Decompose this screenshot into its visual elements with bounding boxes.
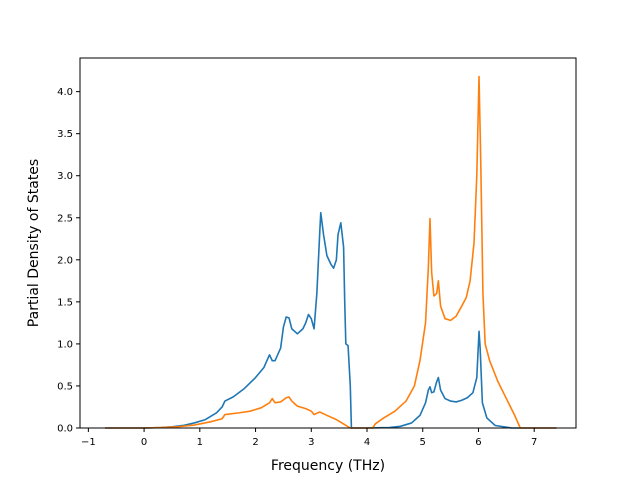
y-tick-label: 0.0 (57, 424, 73, 435)
y-tick-label: 3.0 (57, 171, 73, 182)
plot-area (80, 58, 576, 428)
plot-frame (79, 57, 577, 429)
x-tick-label: 1 (197, 437, 203, 448)
x-tick-label: 5 (420, 437, 426, 448)
x-tick-label: 7 (531, 437, 537, 448)
y-tick-label: 2.5 (57, 213, 73, 224)
series-line-2 (105, 75, 557, 429)
y-tick-label: 1.5 (57, 297, 73, 308)
y-tick-label: 4.0 (57, 87, 73, 98)
y-axis-label: Partial Density of States (26, 159, 42, 327)
series-line-1 (105, 211, 557, 429)
y-axis: 0.0 0.5 1.0 1.5 2.0 2.5 3.0 3.5 4.0 (57, 87, 80, 435)
x-tick-label: 6 (475, 437, 481, 448)
x-axis: −1 0 1 2 3 4 5 6 7 (81, 428, 537, 448)
y-tick-label: 2.0 (57, 255, 73, 266)
x-axis-label: Frequency (THz) (271, 458, 385, 474)
x-tick-label: 3 (308, 437, 314, 448)
series-layer (105, 75, 557, 429)
x-tick-label: 4 (364, 437, 370, 448)
x-tick-label: 2 (252, 437, 258, 448)
x-tick-label: −1 (81, 437, 96, 448)
y-tick-label: 0.5 (57, 381, 73, 392)
y-tick-label: 3.5 (57, 129, 73, 140)
x-tick-label: 0 (141, 437, 147, 448)
y-tick-label: 1.0 (57, 339, 73, 350)
